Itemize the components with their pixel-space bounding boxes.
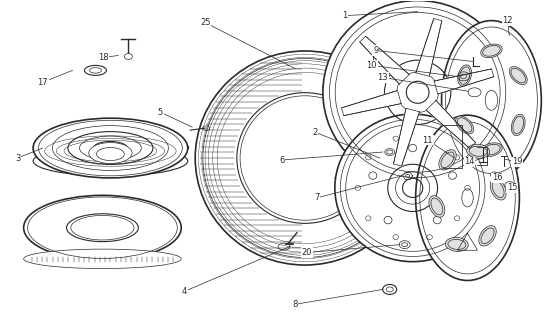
Ellipse shape xyxy=(33,146,187,176)
Text: 2: 2 xyxy=(312,128,317,137)
Ellipse shape xyxy=(335,114,491,262)
Polygon shape xyxy=(416,19,442,76)
Text: 3: 3 xyxy=(15,154,20,163)
Ellipse shape xyxy=(406,81,429,103)
Text: 20: 20 xyxy=(302,248,312,257)
Text: 25: 25 xyxy=(200,18,211,27)
Ellipse shape xyxy=(323,73,513,101)
Ellipse shape xyxy=(429,196,445,217)
Text: 19: 19 xyxy=(512,157,523,166)
Ellipse shape xyxy=(24,195,181,260)
Ellipse shape xyxy=(481,143,502,156)
Text: 5: 5 xyxy=(158,108,163,117)
Text: 16: 16 xyxy=(492,173,503,182)
Text: 14: 14 xyxy=(465,157,475,166)
Text: 1: 1 xyxy=(342,11,347,20)
Ellipse shape xyxy=(89,143,132,164)
Text: 4: 4 xyxy=(181,287,187,296)
Ellipse shape xyxy=(442,20,541,180)
Ellipse shape xyxy=(490,179,506,200)
Ellipse shape xyxy=(467,144,489,158)
Ellipse shape xyxy=(439,150,456,170)
Polygon shape xyxy=(342,91,401,116)
Ellipse shape xyxy=(509,67,527,84)
Text: 7: 7 xyxy=(314,193,320,202)
Text: 12: 12 xyxy=(502,16,513,25)
Polygon shape xyxy=(434,69,494,94)
Ellipse shape xyxy=(240,96,370,220)
Ellipse shape xyxy=(479,226,496,246)
Polygon shape xyxy=(426,100,476,148)
Text: 8: 8 xyxy=(293,300,298,309)
Text: 17: 17 xyxy=(37,78,48,87)
Ellipse shape xyxy=(456,116,474,134)
Text: 11: 11 xyxy=(422,136,433,145)
Ellipse shape xyxy=(195,51,415,265)
Text: 10: 10 xyxy=(367,61,377,70)
Text: 18: 18 xyxy=(98,53,109,62)
Ellipse shape xyxy=(445,237,468,252)
Ellipse shape xyxy=(416,115,519,280)
Polygon shape xyxy=(394,108,420,166)
Ellipse shape xyxy=(24,249,181,268)
Text: 15: 15 xyxy=(507,183,518,192)
Text: 13: 13 xyxy=(377,73,388,82)
Text: 9: 9 xyxy=(373,46,378,55)
Ellipse shape xyxy=(33,118,187,178)
Ellipse shape xyxy=(512,114,525,136)
Text: 6: 6 xyxy=(279,156,285,164)
Polygon shape xyxy=(360,36,409,84)
Ellipse shape xyxy=(458,65,472,86)
Ellipse shape xyxy=(481,44,502,58)
Ellipse shape xyxy=(323,1,513,184)
